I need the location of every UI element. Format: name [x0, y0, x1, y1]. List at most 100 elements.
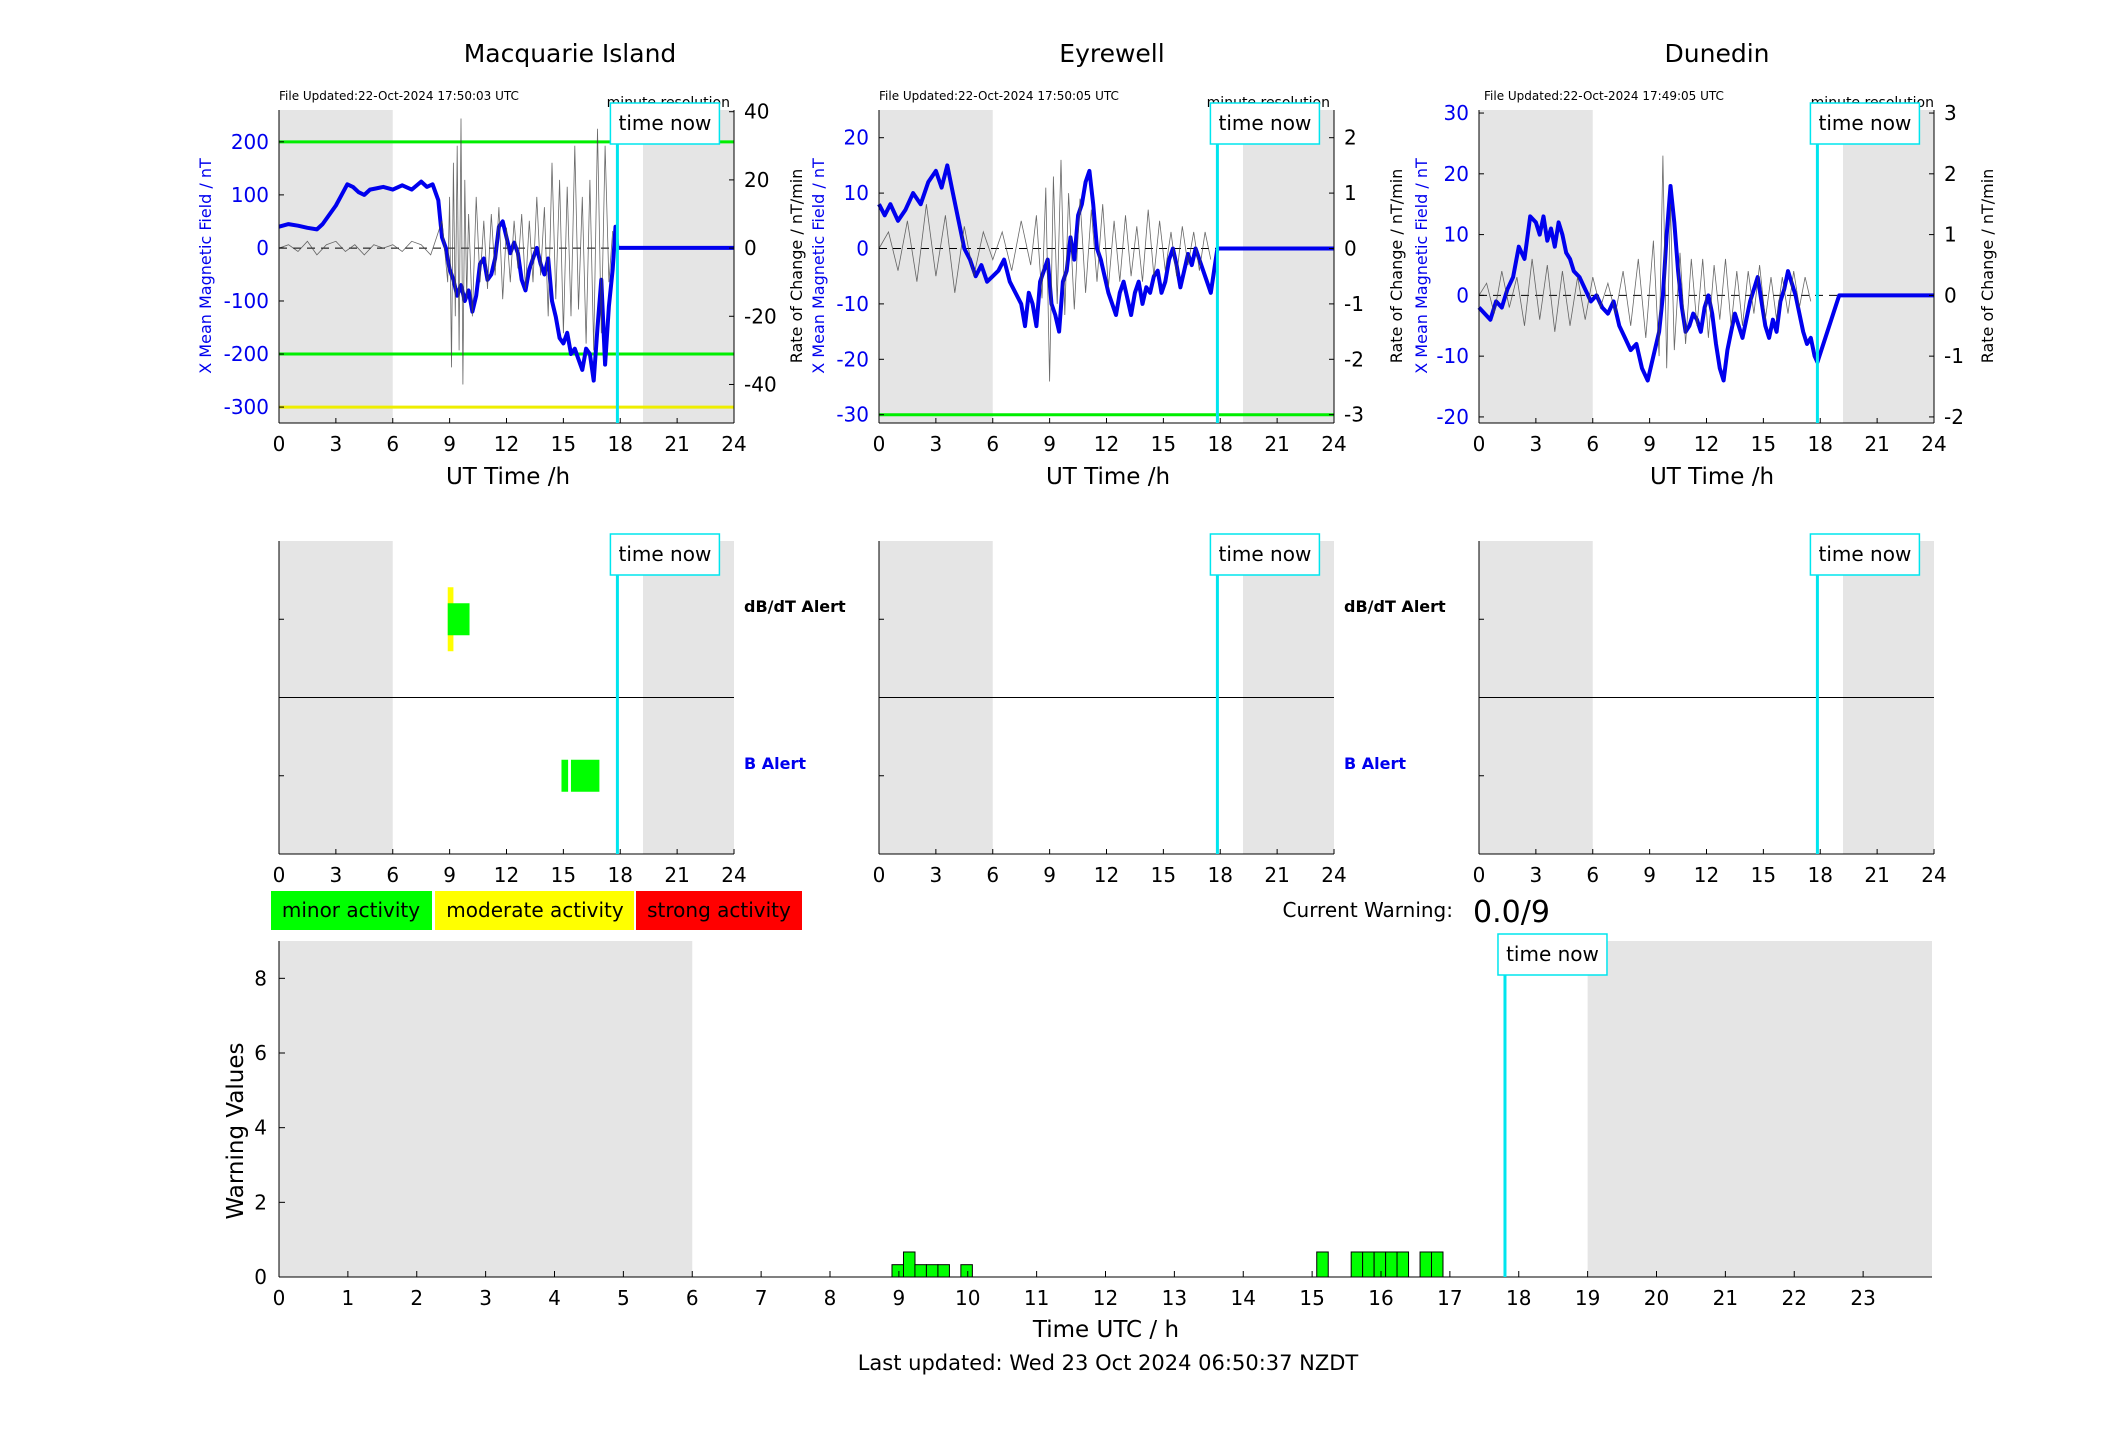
- x-tick-label: 12: [1094, 432, 1119, 456]
- y-tick-label-right: -1: [1344, 292, 1364, 316]
- field-series-line: [278, 179, 734, 383]
- x-tick-label: 18: [1808, 432, 1833, 456]
- y-tick-label-left: 20: [844, 126, 869, 150]
- activity-legend: minor activity moderate activity strong …: [271, 891, 802, 930]
- x-tick-label: 18: [1208, 863, 1233, 887]
- night-shading: [279, 941, 693, 1277]
- y-tick-label-left: 20: [1444, 162, 1469, 186]
- y-tick-label-right: -40: [744, 372, 777, 396]
- minor-alert-block: [447, 603, 470, 636]
- y-tick-label-right: 1: [1344, 181, 1357, 205]
- x-tick-label: 0: [873, 432, 886, 456]
- y-tick-label-right: -2: [1944, 405, 1964, 429]
- alert-panel-eyrewell: 0 3 6 9 12 15 18 21 24 time now dB/dT Alert B Ale…: [873, 533, 1446, 887]
- file-updated: File Updated:22-Oct-2024 17:50:05 UTC: [879, 89, 1119, 103]
- x-tick-label: 0: [273, 1286, 286, 1310]
- alert-panel-macquarie: 0 3 6 9 12 15 18 21 24 time now dB/dT Alert B Ale…: [273, 533, 846, 887]
- x-tick-label: 12: [1694, 432, 1719, 456]
- field-chart-macquarie: Macquarie Island File Updated:22-Oct-202…: [196, 39, 806, 490]
- now-label: time now: [619, 111, 712, 135]
- night-shading: [643, 110, 734, 423]
- x-tick-label: 3: [930, 432, 943, 456]
- legend-label-strong: strong activity: [647, 898, 791, 922]
- warning-bar: [1350, 1251, 1364, 1278]
- x-tick-label: 24: [721, 432, 746, 456]
- rate-series-line: [878, 159, 1212, 382]
- now-label: time now: [1819, 111, 1912, 135]
- now-label-box: [1209, 533, 1321, 576]
- x-tick-label: 21: [664, 863, 689, 887]
- warning-bar: [1430, 1251, 1444, 1278]
- current-warning: Current Warning: 0.0/9: [1283, 895, 1550, 930]
- now-label-box: [609, 102, 721, 145]
- y-tick-label-left: 30: [1444, 101, 1469, 125]
- legend-label-minor: minor activity: [282, 898, 420, 922]
- file-updated: File Updated:22-Oct-2024 17:50:03 UTC: [279, 89, 519, 103]
- night-shading: [1243, 110, 1334, 423]
- field-chart-dunedin: Dunedin File Updated:22-Oct-2024 17:49:0…: [1412, 39, 1997, 490]
- y-tick-label-right: -2: [1344, 347, 1364, 371]
- legend-swatch-strong: [636, 891, 802, 930]
- x-tick-label: 3: [1530, 432, 1543, 456]
- now-label: time now: [1219, 111, 1312, 135]
- x-tick-label: 13: [1162, 1286, 1187, 1310]
- x-axis-label: Time UTC / h: [1032, 1317, 1179, 1343]
- x-tick-label: 15: [1299, 1286, 1324, 1310]
- x-tick-label: 6: [386, 863, 399, 887]
- rate-series-line: [278, 118, 614, 385]
- now-label: time now: [1219, 542, 1312, 566]
- y-tick-label-left: -100: [224, 289, 269, 313]
- x-tick-label: 21: [1264, 863, 1289, 887]
- x-tick-label: 12: [1093, 1286, 1118, 1310]
- y-tick-label-left: 10: [1444, 223, 1469, 247]
- y-tick-label: 2: [254, 1190, 267, 1214]
- x-tick-label: 9: [1043, 432, 1056, 456]
- x-tick-label: 24: [1321, 432, 1346, 456]
- x-tick-label: 17: [1437, 1286, 1462, 1310]
- y-tick-label-right: -1: [1944, 344, 1964, 368]
- field-series-line: [1477, 184, 1934, 383]
- x-tick-label: 5: [617, 1286, 630, 1310]
- x-tick-label: 9: [1043, 863, 1056, 887]
- y-tick-label-right: -3: [1344, 403, 1364, 427]
- y-tick-label-right: 0: [744, 236, 757, 260]
- dbdt-alert-label: dB/dT Alert: [744, 597, 846, 616]
- y-tick-label-left: 10: [844, 181, 869, 205]
- x-tick-label: 1: [342, 1286, 355, 1310]
- x-tick-label: 21: [1864, 432, 1889, 456]
- x-tick-label: 3: [930, 863, 943, 887]
- y-tick-label-right: 40: [744, 100, 769, 124]
- x-tick-label: 9: [893, 1286, 906, 1310]
- x-tick-label: 6: [386, 432, 399, 456]
- legend-swatch-minor: [271, 891, 432, 930]
- x-tick-label: 9: [443, 432, 456, 456]
- x-tick-label: 0: [273, 863, 286, 887]
- x-tick-label: 21: [1264, 432, 1289, 456]
- x-tick-label: 8: [824, 1286, 837, 1310]
- y-tick-label-left: -200: [224, 342, 269, 366]
- x-tick-label: 12: [494, 432, 519, 456]
- x-tick-label: 15: [1751, 432, 1776, 456]
- x-tick-label: 3: [330, 863, 343, 887]
- x-tick-label: 7: [755, 1286, 768, 1310]
- warning-bar: [1385, 1251, 1398, 1278]
- legend-label-moderate: moderate activity: [446, 898, 624, 922]
- x-tick-label: 3: [1530, 863, 1543, 887]
- x-tick-label: 9: [1643, 863, 1656, 887]
- x-tick-label: 12: [1094, 863, 1119, 887]
- current-warning-value: 0.0/9: [1473, 895, 1550, 930]
- y-axis-label-left: X Mean Magnetic Field / nT: [196, 158, 215, 374]
- y-axis-label-left: X Mean Magnetic Field / nT: [809, 158, 828, 374]
- x-tick-label: 20: [1644, 1286, 1669, 1310]
- y-tick-label-left: 200: [231, 130, 269, 154]
- x-tick-label: 18: [1208, 432, 1233, 456]
- night-shading: [1587, 941, 1932, 1277]
- x-tick-label: 6: [686, 1286, 699, 1310]
- file-updated: File Updated:22-Oct-2024 17:49:05 UTC: [1484, 89, 1724, 103]
- y-tick-label: 0: [254, 1265, 267, 1289]
- x-axis-label: UT Time /h: [446, 464, 570, 490]
- x-tick-label: 18: [608, 863, 633, 887]
- x-tick-label: 22: [1782, 1286, 1807, 1310]
- night-shading: [1843, 110, 1934, 423]
